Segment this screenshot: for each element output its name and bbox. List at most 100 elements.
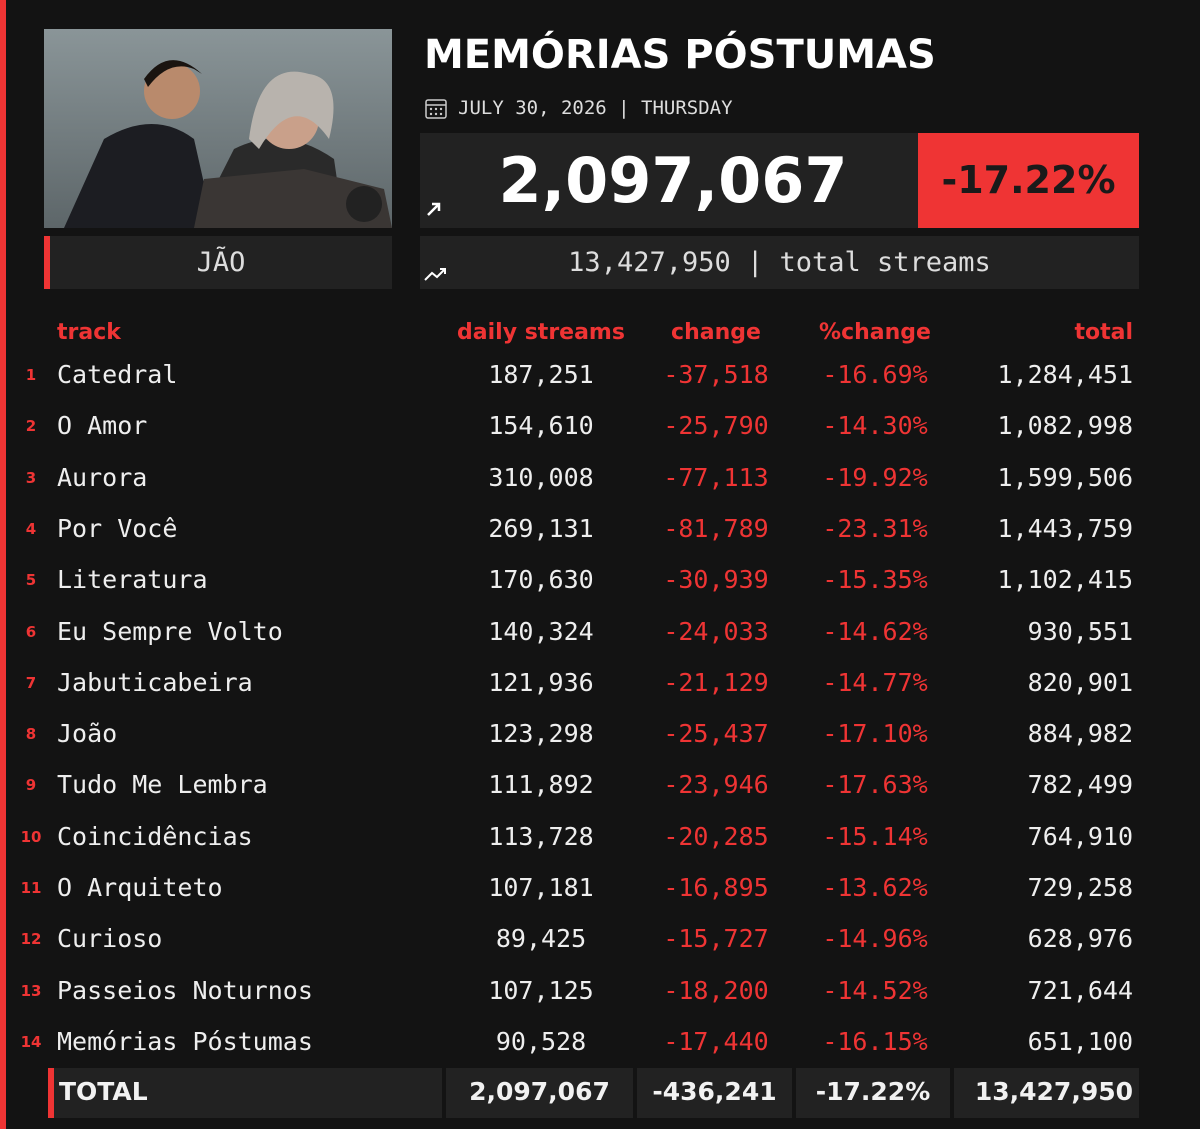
daily-streams: 2,097,067 xyxy=(498,144,848,217)
total: 930,551 xyxy=(1027,616,1133,646)
total: 721,644 xyxy=(1027,975,1133,1005)
change: -81,789 xyxy=(663,513,769,543)
artist-box xyxy=(44,236,392,289)
daily-streams: 89,425 xyxy=(495,924,587,954)
daily-streams: 113,728 xyxy=(488,821,594,851)
total: 764,910 xyxy=(1027,821,1133,851)
total-value: 13,427,950 xyxy=(974,1077,1133,1106)
rank: 9 xyxy=(25,776,37,795)
total-cell xyxy=(637,1068,792,1118)
pct-change: -16.69% xyxy=(822,360,928,389)
change: -24,033 xyxy=(663,616,769,646)
track: O Amor xyxy=(57,411,148,441)
rank: 10 xyxy=(20,827,42,846)
pct-change: -14.62% xyxy=(822,616,928,646)
total-value: -17.22% xyxy=(815,1077,931,1106)
total: 1,102,415 xyxy=(997,565,1133,595)
total-streams: 13,427,950 | total streams xyxy=(568,247,991,278)
total-value: -436,241 xyxy=(652,1077,777,1106)
change: -20,285 xyxy=(663,821,769,851)
track: Catedral xyxy=(57,360,178,389)
track: Aurora xyxy=(57,462,148,492)
daily-streams: 170,630 xyxy=(488,565,594,595)
change: -18,200 xyxy=(663,975,769,1005)
total: 729,258 xyxy=(1027,873,1133,902)
artist-name: JÃO xyxy=(196,247,246,278)
arrow-icon xyxy=(427,202,441,216)
column-header: %change xyxy=(819,320,931,345)
album-title: MEMÓRIAS PÓSTUMAS xyxy=(424,32,936,78)
track: O Arquiteto xyxy=(57,873,223,902)
total-cell xyxy=(48,1068,442,1118)
track: Eu Sempre Volto xyxy=(57,616,283,646)
rank: 14 xyxy=(20,1032,42,1051)
change: -30,939 xyxy=(663,565,769,595)
rank: 8 xyxy=(25,725,37,744)
column-header: total xyxy=(1074,320,1133,345)
total-cell xyxy=(796,1068,950,1118)
rank: 5 xyxy=(25,571,37,590)
daily-streams: 107,125 xyxy=(488,975,594,1005)
daily-box xyxy=(420,133,918,228)
total-value: TOTAL xyxy=(59,1077,148,1106)
total: 820,901 xyxy=(1027,667,1133,697)
daily-streams: 140,324 xyxy=(488,616,594,646)
change: -25,790 xyxy=(663,411,769,441)
track: João xyxy=(57,719,118,749)
daily-streams: 269,131 xyxy=(488,513,594,543)
pct-change: -15.14% xyxy=(822,821,928,851)
change: -17,440 xyxy=(663,1026,769,1056)
track: Passeios Noturnos xyxy=(57,975,313,1005)
total: 1,443,759 xyxy=(997,513,1133,543)
column-header: change xyxy=(671,320,761,345)
track: Coincidências xyxy=(57,821,253,851)
daily-streams: 123,298 xyxy=(488,719,594,749)
track: Tudo Me Lembra xyxy=(57,770,268,800)
pct-change: -16.15% xyxy=(822,1026,928,1056)
daily-streams: 111,892 xyxy=(488,770,594,800)
pct-change: -13.62% xyxy=(822,873,928,902)
calendar-icon xyxy=(425,99,447,119)
change-pct: -17.22% xyxy=(941,158,1116,202)
change-box xyxy=(918,133,1139,228)
pct-change: -14.77% xyxy=(822,667,928,697)
track: Memórias Póstumas xyxy=(57,1026,313,1056)
change: -16,895 xyxy=(663,873,769,902)
track: Curioso xyxy=(57,924,163,954)
rank: 7 xyxy=(25,673,37,692)
pct-change: -14.96% xyxy=(822,924,928,954)
pct-change: -17.63% xyxy=(822,770,928,800)
daily-streams: 107,181 xyxy=(488,873,594,902)
rank: 6 xyxy=(25,622,37,641)
total: 651,100 xyxy=(1027,1026,1133,1056)
total-box xyxy=(420,236,1139,289)
total-cell xyxy=(446,1068,633,1118)
trend-icon xyxy=(424,268,446,281)
column-header: track xyxy=(57,320,121,345)
change: -21,129 xyxy=(663,667,769,697)
total: 884,982 xyxy=(1027,719,1133,749)
change: -77,113 xyxy=(663,462,769,492)
rank: 3 xyxy=(25,468,37,487)
album-photo xyxy=(44,29,392,228)
pct-change: -17.10% xyxy=(822,719,928,749)
pct-change: -23.31% xyxy=(822,513,928,543)
change: -15,727 xyxy=(663,924,769,954)
rank: 2 xyxy=(25,417,37,436)
daily-streams: 154,610 xyxy=(488,411,594,441)
total: 1,284,451 xyxy=(997,360,1133,389)
accent-bar xyxy=(0,0,6,1129)
total: 628,976 xyxy=(1027,924,1133,954)
daily-streams: 187,251 xyxy=(488,360,594,389)
total-value: 2,097,067 xyxy=(469,1077,610,1106)
track: Literatura xyxy=(57,565,208,595)
daily-streams: 121,936 xyxy=(488,667,594,697)
date: JULY 30, 2026 | THURSDAY xyxy=(458,97,733,119)
pct-change: -15.35% xyxy=(822,565,928,595)
total-accent xyxy=(48,1068,54,1118)
rank: 13 xyxy=(20,981,42,1000)
change: -25,437 xyxy=(663,719,769,749)
total-cell xyxy=(954,1068,1139,1118)
rank: 12 xyxy=(20,930,42,949)
